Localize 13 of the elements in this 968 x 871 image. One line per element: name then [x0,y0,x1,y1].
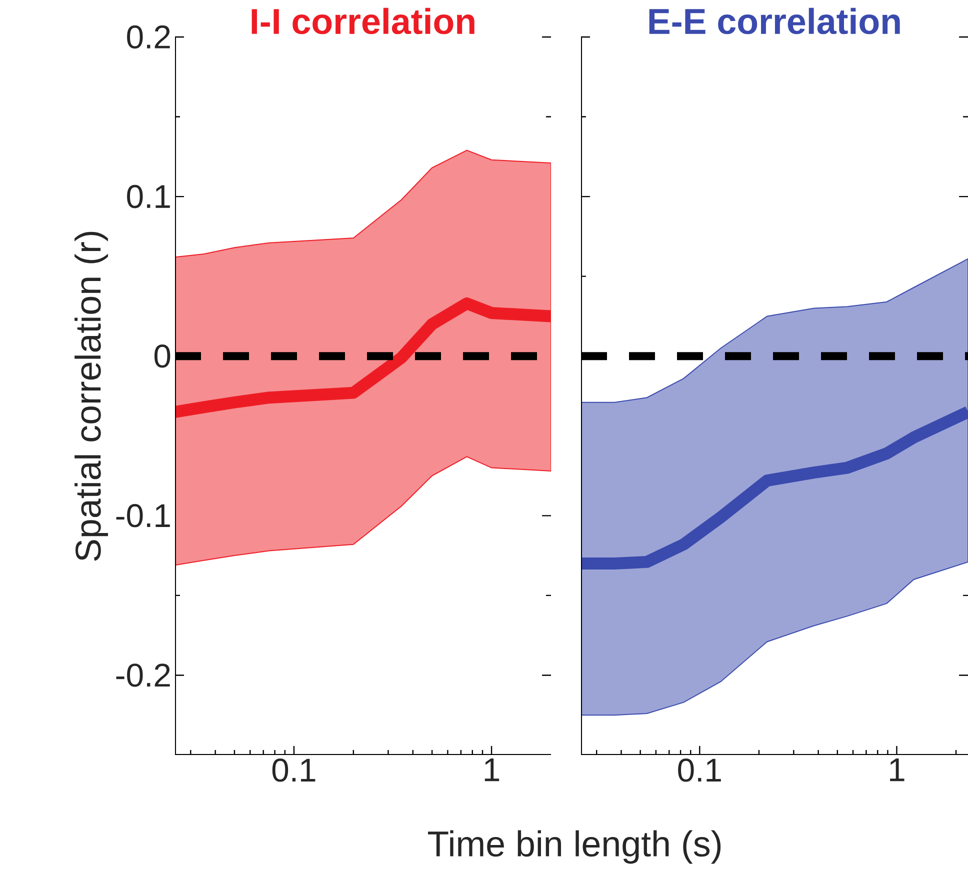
x-tick-label: 1 [890,758,904,782]
x-tick-label: 0.1 [678,758,721,782]
y-tick-label: -0.2 [116,664,170,687]
x-tick-label: 1 [484,758,500,782]
y-tick-label: 0.1 [127,184,170,208]
y-tick-label: 0 [154,344,170,368]
y-tick-label: 0.2 [127,25,170,49]
chart-title: I-I correlation [252,8,474,34]
y-tick-label: -0.1 [116,504,170,528]
y-axis-title: Spatial correlation (r) [74,232,108,561]
x-axis-title: Time bin length (s) [428,830,721,864]
x-tick-label: 0.1 [272,758,316,782]
chart-title: E-E correlation [649,8,900,34]
